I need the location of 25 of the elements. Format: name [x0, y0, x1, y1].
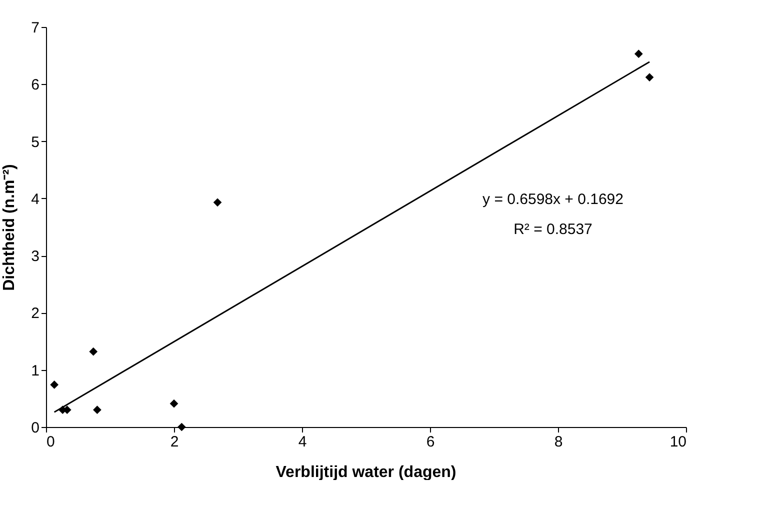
point: [213, 198, 222, 207]
y-tick-label: 3: [31, 248, 40, 266]
y-tick-label: 0: [31, 420, 40, 436]
point: [89, 347, 98, 356]
y-tick-label: 6: [31, 76, 40, 94]
x-tick-label: 10: [670, 434, 686, 450]
point: [645, 73, 654, 82]
y-tick-label: 4: [31, 190, 40, 208]
x-tick-label: 2: [170, 434, 179, 450]
y-tick-label: 5: [31, 134, 40, 151]
x-tick-label: 8: [554, 434, 563, 450]
x-tick-label: 6: [426, 434, 435, 450]
point: [93, 406, 102, 414]
point: [634, 50, 643, 58]
y-tick-label: 7: [31, 20, 40, 36]
annotation: R² = 0.8537: [514, 221, 592, 238]
y-tick-label: 1: [31, 362, 40, 380]
annotation: y = 0.6598x + 0.1692: [482, 191, 624, 208]
point: [170, 399, 178, 408]
y-tick-label: 2: [31, 305, 40, 322]
x-tick-label: 0: [46, 434, 55, 450]
point: [50, 380, 59, 389]
point: [177, 422, 186, 432]
x-tick-label: 4: [298, 434, 307, 450]
y-axis-title: Dichtheid (n.m⁻²): [1, 164, 18, 291]
